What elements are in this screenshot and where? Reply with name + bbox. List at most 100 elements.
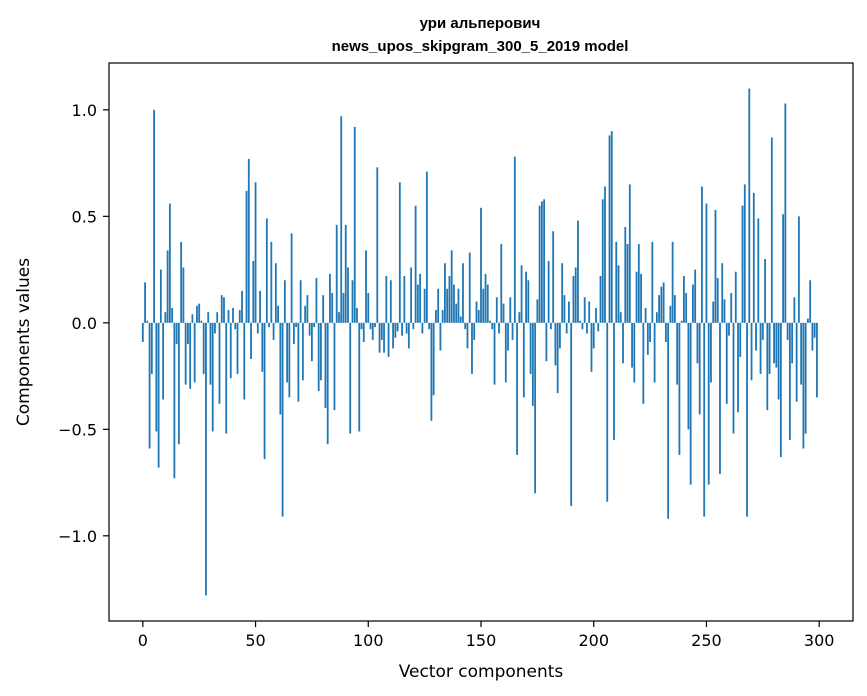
bar-20 [187, 322, 189, 345]
bar-245 [694, 269, 697, 323]
bar-54 [263, 322, 266, 460]
bar-171 [527, 280, 530, 323]
bar-185 [559, 322, 561, 349]
bar-266 [741, 205, 744, 323]
x-tick-label: 0 [138, 631, 148, 650]
bar-175 [536, 299, 539, 323]
plot-area-frame [108, 62, 854, 622]
bar-263 [734, 271, 737, 323]
bar-82 [326, 322, 329, 445]
bar-265 [739, 322, 742, 357]
bar-89 [342, 293, 345, 323]
bar-214 [624, 226, 627, 323]
bar-34 [218, 322, 221, 404]
y-axis-label: Components values [14, 258, 34, 426]
bar-279 [770, 137, 773, 323]
bar-288 [791, 322, 794, 364]
bar-107 [383, 322, 385, 353]
y-tick-label: −0.5 [58, 420, 97, 439]
bar-127 [428, 322, 431, 330]
bar-125 [423, 288, 426, 323]
bar-28 [205, 322, 207, 596]
bar-150 [480, 207, 482, 323]
bar-277 [766, 322, 769, 411]
bar-267 [743, 184, 746, 323]
bar-201 [595, 307, 597, 323]
bar-200 [592, 322, 595, 349]
bar-46 [245, 190, 248, 323]
bar-158 [498, 322, 500, 334]
bar-270 [750, 322, 753, 381]
bar-203 [599, 275, 602, 323]
bar-269 [748, 88, 751, 323]
bar-229 [658, 295, 661, 323]
bar-62 [281, 322, 284, 517]
bar-273 [757, 218, 760, 323]
bar-30 [209, 322, 212, 385]
bar-109 [387, 322, 390, 357]
bar-58 [272, 322, 275, 340]
bar-5 [153, 109, 155, 323]
bar-69 [297, 322, 300, 402]
bar-131 [437, 288, 440, 323]
bar-208 [610, 131, 613, 323]
bar-81 [324, 322, 327, 409]
bar-6 [155, 322, 158, 432]
x-axis-ticks: 0 50 100 150 200 250 300 [138, 621, 834, 650]
bar-183 [554, 322, 557, 366]
bar-255 [716, 278, 719, 323]
bar-120 [412, 322, 415, 330]
bar-136 [448, 275, 451, 323]
bar-298 [813, 322, 816, 338]
bar-78 [317, 322, 320, 391]
bar-113 [396, 322, 399, 332]
bar-215 [626, 244, 629, 323]
bar-243 [689, 322, 692, 485]
bar-114 [398, 182, 401, 323]
bar-80 [322, 295, 325, 323]
bar-234 [669, 305, 672, 323]
bar-2 [146, 320, 149, 323]
bar-108 [385, 275, 388, 323]
bar-177 [540, 201, 543, 323]
bar-287 [788, 322, 791, 440]
bar-219 [635, 271, 638, 323]
bar-16 [177, 322, 180, 445]
bar-216 [628, 184, 631, 323]
bar-76 [313, 322, 316, 328]
bar-165 [513, 156, 516, 323]
bar-133 [441, 310, 444, 323]
bar-159 [500, 244, 503, 323]
bar-212 [619, 312, 622, 323]
bar-88 [340, 116, 343, 323]
bar-197 [586, 322, 588, 334]
bar-226 [651, 241, 654, 323]
bar-164 [511, 322, 514, 340]
bar-168 [520, 265, 523, 323]
bar-63 [283, 280, 286, 323]
bar-21 [189, 322, 192, 389]
bar-227 [653, 322, 656, 383]
bar-152 [484, 273, 487, 323]
bar-246 [696, 322, 699, 364]
bar-258 [723, 299, 726, 323]
bar-41 [234, 322, 237, 330]
y-tick-label: 1.0 [72, 101, 97, 120]
bar-290 [795, 322, 798, 402]
bar-60 [277, 305, 279, 323]
bar-231 [662, 282, 665, 323]
bar-117 [405, 322, 408, 334]
bar-134 [444, 263, 446, 323]
bar-297 [811, 322, 814, 351]
bar-115 [401, 322, 403, 336]
bar-172 [529, 322, 532, 374]
bar-13 [171, 307, 174, 323]
bar-224 [646, 322, 649, 355]
bar-14 [173, 322, 176, 479]
bar-74 [308, 322, 311, 336]
bar-278 [768, 322, 771, 374]
bar-196 [583, 297, 586, 323]
bar-225 [649, 322, 651, 342]
bar-228 [655, 312, 658, 323]
bar-198 [588, 301, 591, 323]
